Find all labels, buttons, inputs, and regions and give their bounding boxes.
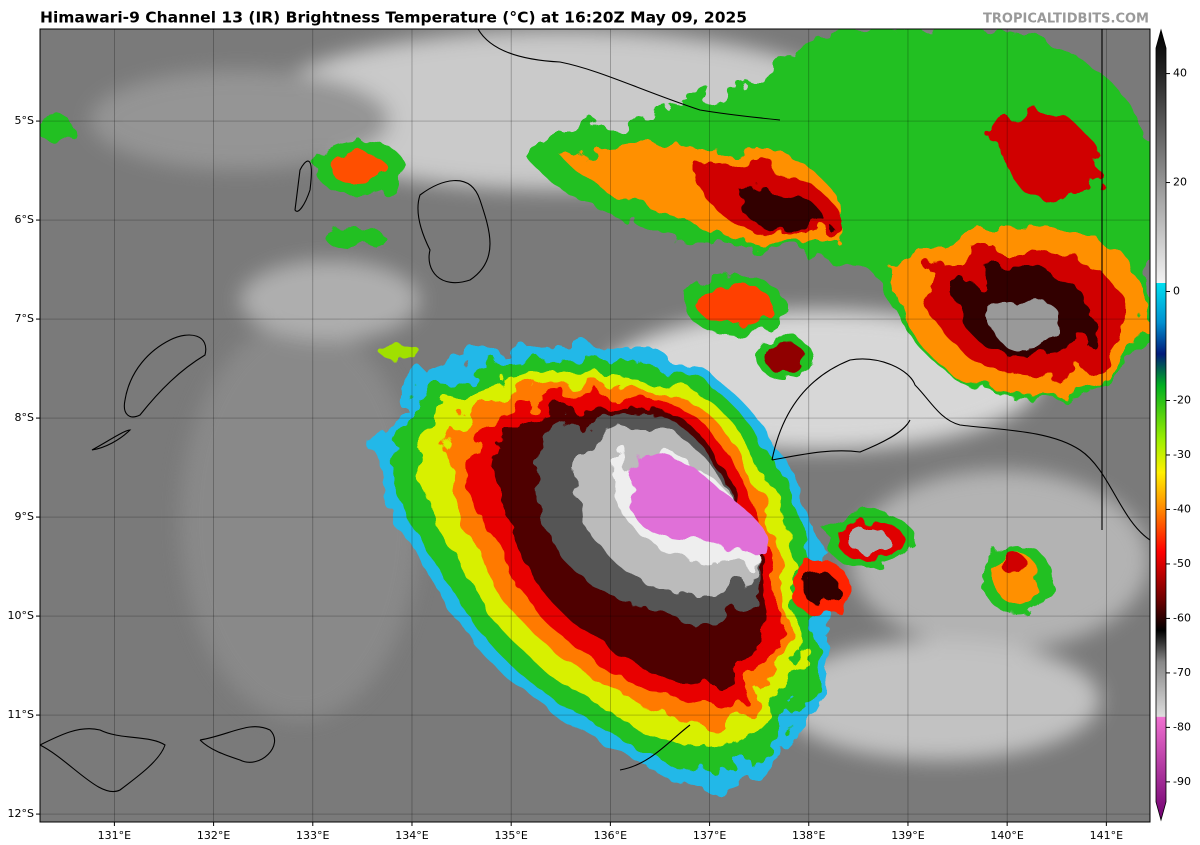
lon-label: 138°E bbox=[792, 829, 825, 842]
credit: TROPICALTIDBITS.COM bbox=[983, 12, 1149, 27]
colorbar: 40 20 0 -20 -30 -40 -50 -60 -70 -80 -90 bbox=[1155, 28, 1191, 822]
lon-label: 136°E bbox=[594, 829, 627, 842]
lat-label: 7°S bbox=[15, 312, 34, 325]
lon-label: 137°E bbox=[693, 829, 726, 842]
colorbar-scale bbox=[1155, 28, 1167, 822]
lat-label: 9°S bbox=[15, 510, 34, 523]
colorbar-label: -20 bbox=[1173, 393, 1191, 406]
lat-label: 10°S bbox=[8, 609, 34, 622]
lon-label: 134°E bbox=[395, 829, 428, 842]
colorbar-label: -40 bbox=[1173, 502, 1191, 515]
lat-label: 5°S bbox=[15, 114, 34, 127]
colorbar-label: -80 bbox=[1173, 720, 1191, 733]
colorbar-label: -50 bbox=[1173, 557, 1191, 570]
lon-label: 140°E bbox=[990, 829, 1023, 842]
graticule bbox=[40, 29, 1150, 822]
colorbar-label: 20 bbox=[1173, 176, 1187, 189]
lon-label: 133°E bbox=[296, 829, 329, 842]
lat-label: 11°S bbox=[8, 708, 34, 721]
lon-label: 135°E bbox=[494, 829, 527, 842]
lon-label: 132°E bbox=[197, 829, 230, 842]
colorbar-label: -60 bbox=[1173, 611, 1191, 624]
imagery bbox=[40, 29, 1150, 822]
colorbar-label: -70 bbox=[1173, 666, 1191, 679]
colorbar-label: -30 bbox=[1173, 448, 1191, 461]
lon-label: 131°E bbox=[98, 829, 131, 842]
map-frame bbox=[39, 28, 1151, 823]
colorbar-label: 40 bbox=[1173, 67, 1187, 80]
lon-label: 139°E bbox=[891, 829, 924, 842]
colorbar-label: 0 bbox=[1173, 285, 1180, 298]
coastlines bbox=[40, 29, 1150, 793]
lat-label: 6°S bbox=[15, 213, 34, 226]
lat-label: 8°S bbox=[15, 411, 34, 424]
colorbar-label: -90 bbox=[1173, 775, 1191, 788]
lat-label: 12°S bbox=[8, 807, 34, 820]
map-title: Himawari-9 Channel 13 (IR) Brightness Te… bbox=[40, 9, 747, 27]
lon-label: 141°E bbox=[1090, 829, 1123, 842]
